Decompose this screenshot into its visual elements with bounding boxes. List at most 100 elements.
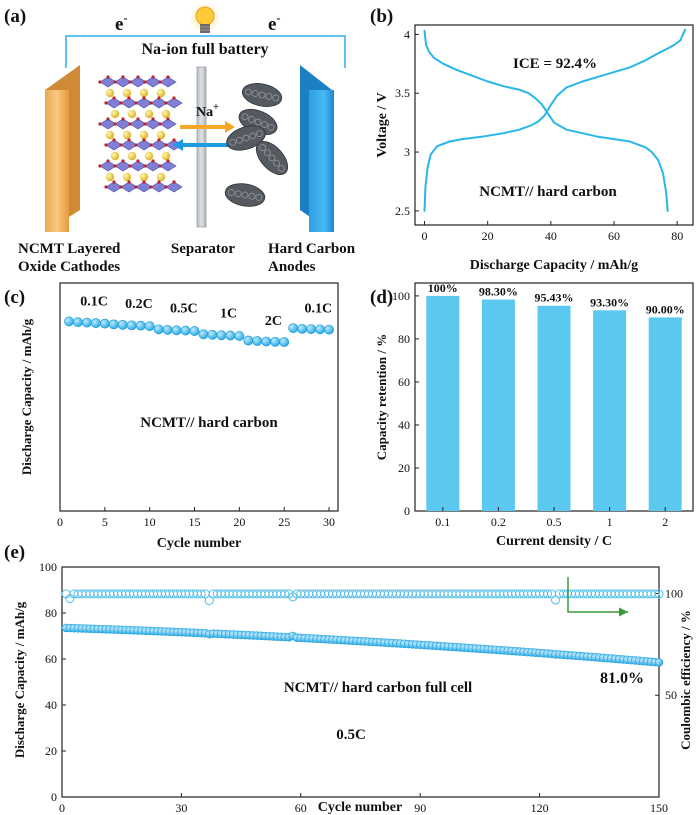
x-tick-label: 25 (278, 515, 290, 529)
oxygen-atom (106, 75, 110, 79)
ion-label: Na+ (196, 102, 219, 120)
sheet-body (241, 83, 283, 107)
y-tick-label: 3 (404, 145, 410, 159)
x-tick-label: 2 (662, 515, 668, 529)
capacity-point (270, 336, 281, 347)
oxygen-atom (112, 96, 116, 100)
oxygen-atom (121, 117, 125, 121)
retention-bar (593, 310, 627, 511)
hexagon-ring (254, 118, 262, 126)
retention-bar (537, 305, 571, 511)
sodium-ion (127, 151, 137, 161)
efficiency-point (654, 589, 664, 599)
ion-arrows: Na+ (173, 102, 235, 151)
hexagon-ring (235, 136, 243, 144)
right-axis-arrow (567, 577, 628, 617)
electron-right-label: e- (268, 11, 280, 35)
annotation-retention-e: 81.0% (600, 670, 644, 687)
octahedron (165, 181, 183, 193)
oxygen-atom (142, 96, 146, 100)
hexagon-ring (268, 154, 276, 162)
annotation-cell-c: NCMT// hard carbon (140, 415, 278, 431)
hexagon-ring (241, 113, 249, 121)
x-tick-label: 60 (608, 229, 620, 243)
retention-bar (426, 295, 460, 511)
oxygen-atom (121, 159, 125, 163)
x-tick-label: 60 (295, 801, 307, 815)
hexagon-ring (248, 192, 256, 200)
oxygen-atom (134, 101, 138, 105)
sodium-ion (139, 172, 149, 182)
hexagon-ring (248, 116, 255, 123)
cathode-electrode (45, 65, 80, 232)
rate-label: 0.5C (170, 302, 198, 317)
oxygen-atom (143, 80, 147, 84)
bar-data-label: 90.00% (646, 302, 685, 316)
sheet-body (226, 125, 266, 151)
hexagon-ring (229, 138, 237, 146)
y-tick-label: 2.5 (395, 204, 410, 218)
oxygen-atom (127, 138, 131, 142)
x-tick-label: 20 (482, 229, 494, 243)
hexagon-ring (263, 149, 271, 157)
plot-frame-c (59, 282, 339, 512)
oxygen-atom (112, 138, 116, 142)
sodium-ion (139, 130, 149, 140)
hexagon-ring (249, 132, 257, 140)
oxygen-atom (166, 75, 170, 79)
y-tick-label: 3.5 (395, 86, 410, 100)
oxygen-atom (143, 122, 147, 126)
battery-title: Na-ion full battery (141, 41, 268, 58)
axis-ticks-c: 0 5 10 15 20 25 30 (57, 507, 335, 529)
y-tick-label: 0 (51, 790, 57, 804)
y-tick-label: 40 (398, 418, 410, 432)
oxygen-atom (164, 101, 168, 105)
capacity-point (99, 318, 110, 329)
rate-label: 0.1C (80, 294, 108, 309)
capacity-point (73, 317, 83, 328)
oxygen-atom (166, 117, 170, 121)
oxygen-atom (104, 101, 108, 105)
axis-ticks-d: 0 20 40 60 80 100 (392, 289, 419, 518)
electron-left-label: e- (115, 11, 127, 35)
oxygen-atom (172, 180, 176, 184)
sodium-ion (156, 172, 166, 182)
y-tick-label: 4 (404, 27, 410, 41)
y-tick-label: 20 (45, 744, 57, 758)
retention-bar (648, 317, 682, 511)
oxygen-atom (113, 80, 117, 84)
y-tick-label: 40 (45, 698, 57, 712)
bar-data-label: 100% (428, 281, 458, 295)
panel-c-rate-chart: (c) 0 5 10 15 20 25 30 0.1C 0.2C 0.5C 1C 2C 0.1C NC… (4, 282, 339, 551)
oxygen-atom (151, 117, 155, 121)
panel-label-b: (b) (370, 6, 393, 27)
efficiency-point (280, 589, 290, 599)
y2-axis-label-e: Coulombic efficiency / % (678, 610, 693, 750)
retention-bar (481, 299, 515, 511)
hexagon-ring (255, 194, 263, 201)
capacity-point (90, 318, 101, 329)
hard-carbon-sheet-icon (224, 83, 289, 207)
x-tick-label: 80 (671, 229, 683, 243)
hexagon-ring (259, 144, 266, 151)
oxygen-atom (143, 164, 147, 168)
x-tick-label: 90 (414, 801, 426, 815)
oxygen-atom (127, 96, 131, 100)
oxygen-atom (151, 159, 155, 163)
oxygen-atom (142, 138, 146, 142)
oxygen-atom (158, 164, 162, 168)
x-axis-label-b: Discharge Capacity / mAh/g (470, 258, 638, 273)
hexagon-ring (258, 91, 266, 99)
oxygen-atom (157, 96, 161, 100)
y-tick-label: 80 (45, 606, 57, 620)
annotation-cell-b: NCMT// hard carbon (479, 184, 617, 200)
octahedron (165, 97, 183, 109)
capacity-point (234, 331, 245, 341)
capacity-point (324, 324, 334, 335)
oxygen-atom (136, 75, 140, 79)
plot-frame-e (61, 566, 660, 798)
carbon-sheet (224, 183, 266, 207)
carbon-sheet (241, 83, 283, 107)
oxygen-atom (149, 101, 153, 105)
